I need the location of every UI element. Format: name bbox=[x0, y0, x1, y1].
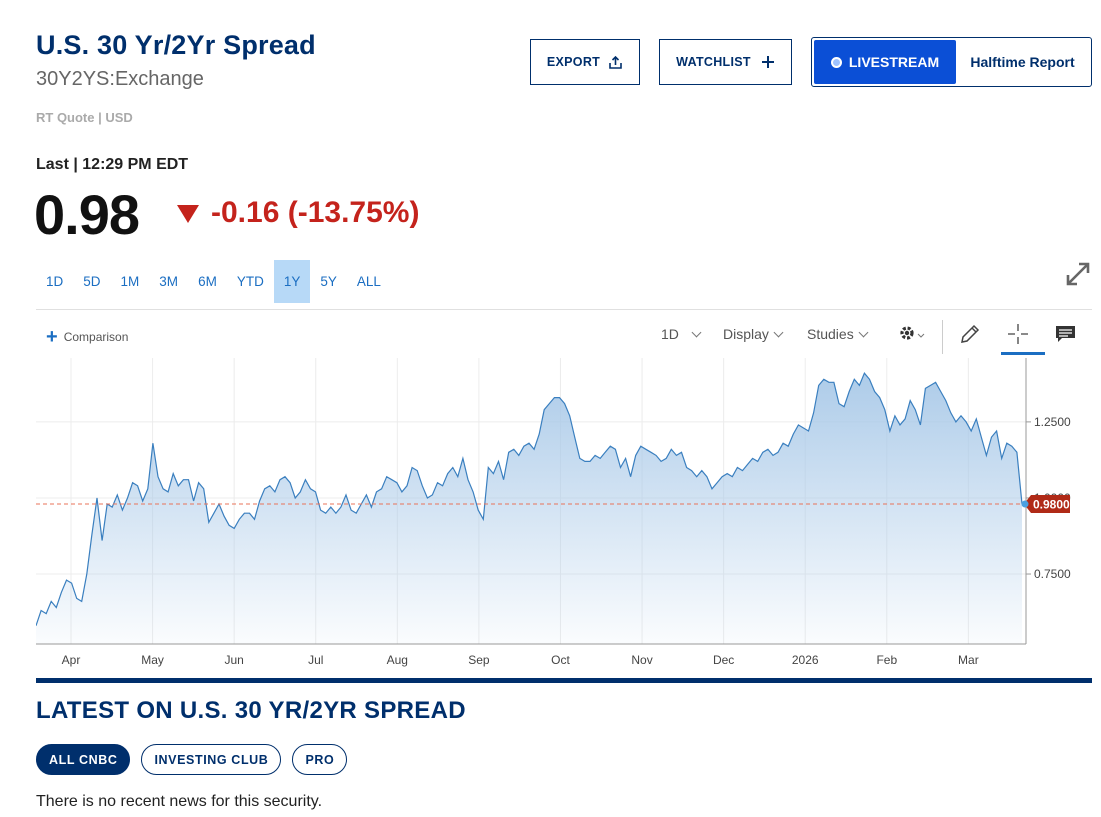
filter-pro-pill[interactable]: PRO bbox=[292, 744, 348, 775]
x-tick-label: Jul bbox=[308, 653, 323, 667]
current-value-label: 0.9800 bbox=[1033, 498, 1070, 512]
share-icon bbox=[608, 55, 623, 70]
livestream-button[interactable]: LIVESTREAM bbox=[814, 40, 956, 84]
range-ytd-button[interactable]: YTD bbox=[236, 274, 264, 289]
livestream-show-name[interactable]: Halftime Report bbox=[970, 54, 1075, 70]
price-change: -0.16 (-13.75%) bbox=[177, 196, 419, 230]
crosshair-active-indicator bbox=[1001, 352, 1045, 355]
no-news-message: There is no recent news for this securit… bbox=[36, 793, 323, 810]
quote-meta: RT Quote | USD bbox=[36, 110, 133, 125]
x-tick-label: 2026 bbox=[792, 653, 819, 667]
range-1d-button[interactable]: 1D bbox=[46, 274, 64, 289]
plus-icon: + bbox=[46, 326, 58, 348]
x-tick-label: Feb bbox=[876, 653, 897, 667]
x-tick-label: Apr bbox=[62, 653, 81, 667]
price-chart[interactable]: 1.25001.00000.75000.9800AprMayJunJulAugS… bbox=[36, 358, 1096, 678]
range-all-button[interactable]: ALL bbox=[356, 274, 381, 289]
last-trade-time: Last | 12:29 PM EDT bbox=[36, 156, 189, 173]
filter-all-cnbc-pill[interactable]: ALL CNBC bbox=[36, 744, 131, 775]
time-range-selector: 1D 5D 1M 3M 6M YTD 1Y 5Y ALL bbox=[36, 260, 391, 303]
x-tick-label: Nov bbox=[631, 653, 652, 667]
last-price: 0.98 bbox=[34, 183, 140, 246]
display-label: Display bbox=[723, 326, 769, 342]
page-title: U.S. 30 Yr/2Yr Spread bbox=[36, 30, 316, 60]
y-tick-label: 0.7500 bbox=[1034, 567, 1071, 581]
export-button-label: EXPORT bbox=[546, 55, 601, 69]
interval-label: 1D bbox=[661, 326, 679, 342]
range-5d-button[interactable]: 5D bbox=[83, 274, 101, 289]
range-6m-button[interactable]: 6M bbox=[198, 274, 217, 289]
chevron-down-icon bbox=[691, 327, 702, 338]
studies-label: Studies bbox=[807, 326, 854, 342]
down-arrow-icon bbox=[177, 205, 199, 223]
gear-icon[interactable] bbox=[896, 322, 925, 346]
plus-icon bbox=[761, 55, 775, 69]
news-filters: ALL CNBC INVESTING CLUB PRO bbox=[36, 744, 358, 775]
chevron-down-icon bbox=[773, 327, 784, 338]
livestream-label: LIVESTREAM bbox=[848, 54, 940, 70]
security-symbol: 30Y2YS:Exchange bbox=[36, 68, 204, 90]
chevron-down-icon bbox=[858, 327, 869, 338]
news-section-title: LATEST ON U.S. 30 YR/2YR SPREAD bbox=[36, 697, 466, 724]
x-tick-label: Dec bbox=[713, 653, 734, 667]
studies-dropdown[interactable]: Studies bbox=[807, 326, 869, 342]
current-value-dot bbox=[1021, 500, 1029, 508]
range-3m-button[interactable]: 3M bbox=[159, 274, 179, 289]
comparison-label: Comparison bbox=[63, 330, 129, 344]
interval-dropdown[interactable]: 1D bbox=[661, 326, 702, 342]
x-tick-label: Oct bbox=[551, 653, 570, 667]
export-button[interactable]: EXPORT bbox=[530, 39, 640, 85]
area-fill bbox=[36, 373, 1022, 644]
x-tick-label: Sep bbox=[468, 653, 490, 667]
price-change-value: -0.16 (-13.75%) bbox=[211, 196, 420, 229]
watchlist-button[interactable]: WATCHLIST bbox=[659, 39, 792, 85]
x-tick-label: May bbox=[141, 653, 164, 667]
comment-icon[interactable] bbox=[1054, 322, 1078, 346]
pencil-icon[interactable] bbox=[958, 322, 982, 346]
display-dropdown[interactable]: Display bbox=[723, 326, 784, 342]
chart-divider bbox=[36, 309, 1092, 310]
filter-investing-club-pill[interactable]: INVESTING CLUB bbox=[141, 744, 282, 775]
x-tick-label: Aug bbox=[387, 653, 408, 667]
range-1y-button[interactable]: 1Y bbox=[273, 260, 311, 303]
expand-icon[interactable] bbox=[1064, 260, 1092, 288]
x-tick-label: Jun bbox=[224, 653, 243, 667]
range-5y-button[interactable]: 5Y bbox=[320, 274, 337, 289]
livestream-widget[interactable]: LIVESTREAM Halftime Report bbox=[811, 37, 1092, 87]
x-tick-label: Mar bbox=[958, 653, 979, 667]
crosshair-icon[interactable] bbox=[1006, 322, 1030, 346]
live-dot-icon bbox=[830, 56, 842, 68]
watchlist-button-label: WATCHLIST bbox=[676, 55, 751, 69]
comparison-button[interactable]: + Comparison bbox=[46, 326, 129, 348]
toolbar-separator bbox=[942, 320, 943, 354]
series-line bbox=[36, 372, 1023, 626]
news-section-bar bbox=[36, 678, 1092, 683]
current-value-badge bbox=[1024, 495, 1070, 514]
range-1m-button[interactable]: 1M bbox=[120, 274, 140, 289]
y-tick-label: 1.2500 bbox=[1034, 415, 1071, 429]
